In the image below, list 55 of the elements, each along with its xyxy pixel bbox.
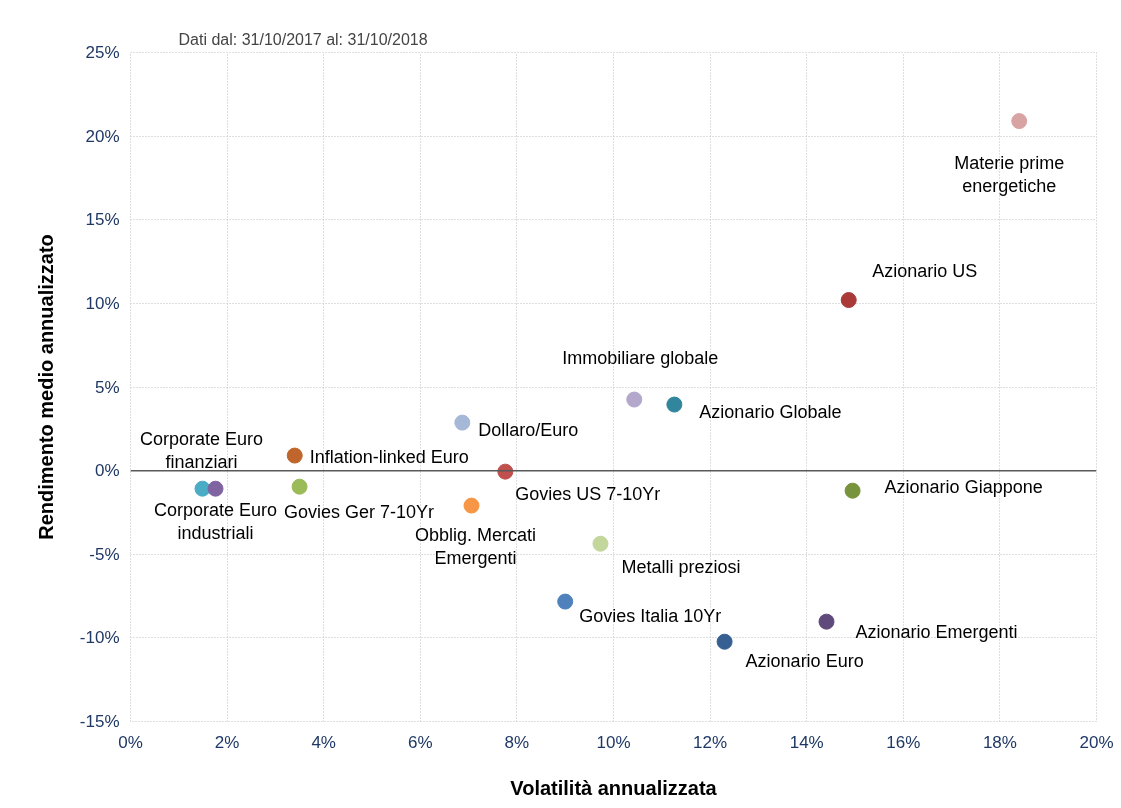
point <box>844 482 861 499</box>
point <box>557 593 574 610</box>
y-tick-label: 10% <box>85 293 120 313</box>
x-tick-label: 6% <box>408 732 433 752</box>
series-label: Inflation-linked Euro <box>309 446 469 467</box>
series-label: Corporate Euro finanziari <box>139 428 264 472</box>
y-tick-label: 20% <box>85 126 120 146</box>
point <box>592 535 609 552</box>
point <box>497 463 514 480</box>
x-axis-title: Volatilità annualizzata <box>510 776 718 799</box>
point <box>818 613 835 630</box>
x-tick-label: 18% <box>982 732 1017 752</box>
series-label: Azionario Emergenti <box>855 621 1018 642</box>
x-tick-label: 10% <box>596 732 631 752</box>
point <box>194 480 211 497</box>
series-label: Azionario Euro <box>745 650 864 671</box>
point <box>716 633 733 650</box>
series-label: Govies Ger 7-10Yr <box>284 501 435 522</box>
y-tick-label: -5% <box>89 544 120 564</box>
chart-title: Dati dal: 31/10/2017 al: 31/10/2018 <box>178 30 428 48</box>
series-label: Metalli preziosi <box>621 556 741 577</box>
x-tick-label: 8% <box>504 732 530 752</box>
point <box>840 292 857 309</box>
y-axis-title: Rendimento medio annualizzato <box>34 234 57 540</box>
point <box>626 391 643 408</box>
y-tick-label: -15% <box>79 712 120 731</box>
series-label: Dollaro/Euro <box>478 419 579 440</box>
point <box>666 396 683 413</box>
x-tick-label: 20% <box>1079 732 1114 752</box>
y-tick-label: 15% <box>85 210 120 230</box>
point <box>463 497 480 514</box>
y-tick-label: 5% <box>94 377 120 397</box>
point <box>286 447 303 464</box>
point <box>207 480 224 497</box>
series-label: Azionario US <box>872 261 978 282</box>
series-label: Azionario Giappone <box>884 476 1043 497</box>
series-label: Azionario Globale <box>699 401 842 422</box>
x-tick-label: 4% <box>311 732 336 752</box>
x-tick-label: 2% <box>214 732 240 752</box>
y-tick-label: 25% <box>85 43 120 62</box>
point <box>1011 113 1028 130</box>
series-label: Govies Italia 10Yr <box>579 605 722 626</box>
series-label: Obblig. Mercati Emergenti <box>414 524 537 568</box>
point <box>291 478 308 495</box>
x-tick-label: 12% <box>693 732 728 752</box>
x-tick-label: 0% <box>118 732 143 752</box>
x-tick-label: 14% <box>789 732 824 752</box>
text: Materie prime energetiche <box>954 153 1065 197</box>
y-tick-label: 0% <box>94 461 120 481</box>
series-label: Govies US 7-10Yr <box>515 483 661 504</box>
x-tick-label: 16% <box>886 732 921 752</box>
series-label: Immobiliare globale <box>562 347 719 368</box>
y-tick-label: -10% <box>79 628 120 648</box>
point <box>454 414 471 431</box>
series-label: Corporate Euro industriali <box>153 499 278 543</box>
